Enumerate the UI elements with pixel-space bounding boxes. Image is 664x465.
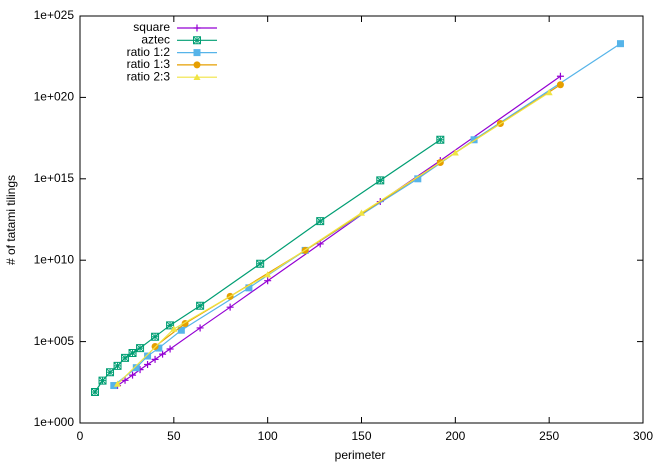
x-axis-label: perimeter	[335, 448, 386, 462]
marker	[170, 325, 178, 332]
marker	[177, 326, 185, 334]
marker	[256, 259, 265, 268]
x-tick-label: 200	[445, 429, 465, 443]
legend-label: square	[133, 20, 170, 34]
marker	[128, 348, 137, 357]
marker	[196, 324, 204, 332]
marker	[470, 136, 478, 144]
legend-marker	[193, 36, 201, 45]
legend-marker	[193, 61, 201, 69]
marker	[436, 135, 445, 144]
marker	[113, 361, 122, 370]
marker	[155, 344, 163, 352]
marker	[136, 344, 145, 353]
marker	[414, 175, 422, 183]
marker	[226, 303, 234, 311]
marker	[91, 388, 100, 397]
marker	[144, 361, 152, 369]
legend-marker	[193, 49, 201, 57]
marker	[196, 301, 205, 310]
marker	[166, 321, 175, 330]
marker	[129, 371, 137, 379]
marker	[545, 88, 553, 96]
x-tick-label: 250	[539, 429, 559, 443]
y-axis-label: # of tatami tilings	[4, 175, 18, 265]
marker	[166, 345, 174, 353]
series-line	[117, 91, 550, 385]
marker	[159, 350, 167, 358]
marker	[556, 81, 564, 89]
y-tick-label: 1e+025	[34, 8, 75, 22]
marker	[264, 277, 272, 285]
y-tick-label: 1e+010	[34, 252, 75, 266]
x-tick-label: 50	[167, 429, 181, 443]
legend-marker	[193, 24, 201, 32]
marker	[121, 376, 129, 384]
x-tick-label: 100	[258, 429, 278, 443]
legend-label: ratio 1:2	[127, 45, 171, 59]
marker	[245, 284, 253, 292]
y-tick-label: 1e+015	[34, 171, 75, 185]
x-tick-label: 0	[77, 429, 84, 443]
marker	[376, 176, 385, 185]
marker	[110, 382, 118, 390]
marker	[114, 380, 122, 387]
marker	[151, 355, 159, 363]
marker	[132, 364, 140, 372]
marker	[264, 271, 272, 278]
marker	[556, 72, 564, 80]
marker	[151, 332, 160, 341]
marker	[616, 40, 624, 48]
marker	[451, 149, 459, 156]
marker	[144, 352, 152, 360]
x-tick-label: 150	[351, 429, 371, 443]
marker	[316, 240, 324, 248]
y-tick-label: 1e+005	[34, 334, 75, 348]
legend-label: ratio 2:3	[127, 69, 171, 83]
legend-label: ratio 1:3	[127, 57, 171, 71]
x-tick-label: 300	[633, 429, 653, 443]
marker	[358, 209, 365, 216]
y-tick-label: 1e+000	[34, 415, 75, 429]
marker	[98, 376, 107, 385]
y-tick-label: 1e+020	[34, 90, 75, 104]
marker	[121, 353, 130, 362]
marker	[106, 368, 115, 377]
marker	[316, 217, 325, 226]
legend-label: aztec	[141, 32, 170, 46]
series-line	[117, 75, 561, 387]
legend-marker	[193, 73, 201, 80]
